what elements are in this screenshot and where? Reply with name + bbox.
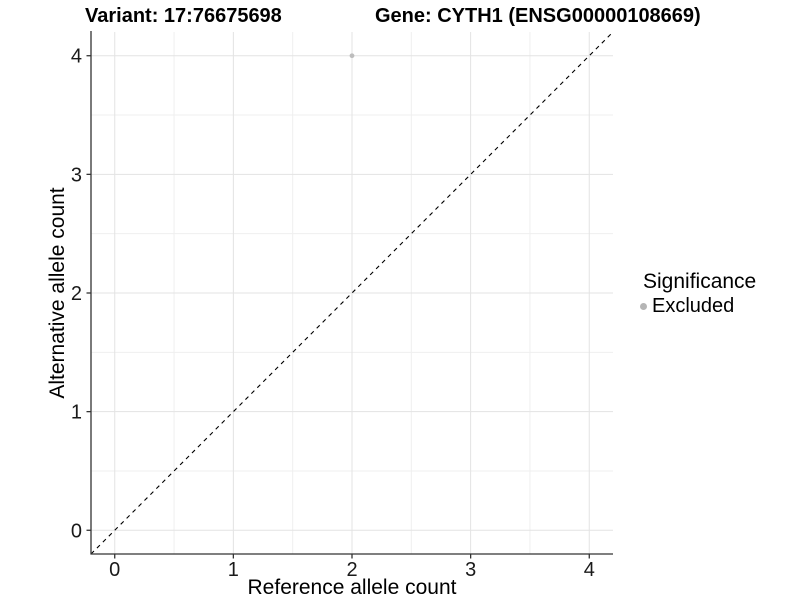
legend-item-label: Excluded <box>652 295 735 317</box>
legend-item: Excluded <box>636 295 756 317</box>
y-tick-label: 3 <box>71 164 82 186</box>
x-axis-title: Reference allele count <box>247 576 457 599</box>
x-tick-label: 3 <box>465 559 476 581</box>
y-tick-label: 2 <box>71 283 82 305</box>
legend-key <box>636 299 650 313</box>
legend: Significance Excluded <box>636 270 756 317</box>
y-axis-title: Alternative allele count <box>46 187 69 399</box>
y-tick-label: 1 <box>71 402 82 424</box>
identity-line <box>90 31 614 555</box>
y-tick-label: 4 <box>71 46 82 68</box>
x-tick-label: 4 <box>584 559 595 581</box>
variant-title: Variant: 17:76675698 <box>85 5 282 27</box>
legend-title: Significance <box>643 270 757 293</box>
data-point <box>349 53 355 59</box>
x-tick-label: 0 <box>109 559 120 581</box>
excluded-point-icon <box>639 302 647 310</box>
y-tick-label: 0 <box>71 520 82 542</box>
x-tick-label: 2 <box>346 559 357 581</box>
gene-title: Gene: CYTH1 (ENSG00000108669) <box>375 5 701 27</box>
x-tick-label: 1 <box>228 559 239 581</box>
